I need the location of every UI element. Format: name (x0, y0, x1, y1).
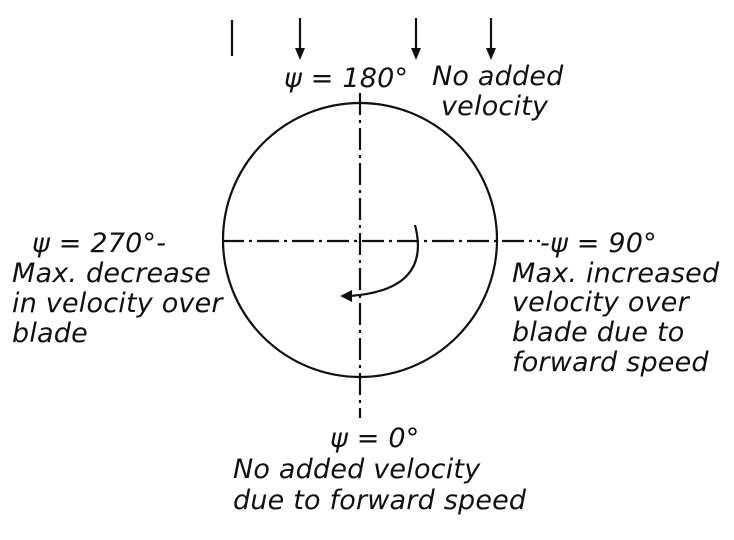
psi-270-label: ψ = 270°- (32, 228, 166, 259)
flow-arrows (230, 18, 496, 60)
right-note-line-1: Max. increased (512, 258, 720, 289)
top-note-line-2: velocity (441, 91, 549, 122)
left-note-line-3: blade (12, 318, 88, 349)
right-note-line-4: forward speed (512, 347, 709, 378)
rotation-arrow (340, 224, 420, 302)
right-note-line-3: blade due to (512, 317, 684, 348)
flow-arrowhead-2 (295, 48, 305, 60)
psi-180-label: ψ = 180° (284, 63, 408, 94)
flow-arrowhead-3 (411, 48, 421, 60)
rotation-arrowhead (340, 290, 352, 302)
flow-arrowhead-4 (486, 48, 496, 60)
rotation-arc (349, 224, 420, 298)
left-note-line-2: in velocity over (12, 288, 224, 319)
psi-90-label: -ψ = 90° (540, 228, 657, 259)
bottom-note-line-1: No added velocity (233, 454, 481, 485)
bottom-note-line-2: due to forward speed (233, 485, 527, 516)
left-note-line-1: Max. decrease (12, 258, 211, 289)
top-note-line-1: No added (432, 61, 564, 92)
right-note-line-2: velocity over (512, 287, 691, 318)
psi-0-label: ψ = 0° (330, 423, 419, 454)
